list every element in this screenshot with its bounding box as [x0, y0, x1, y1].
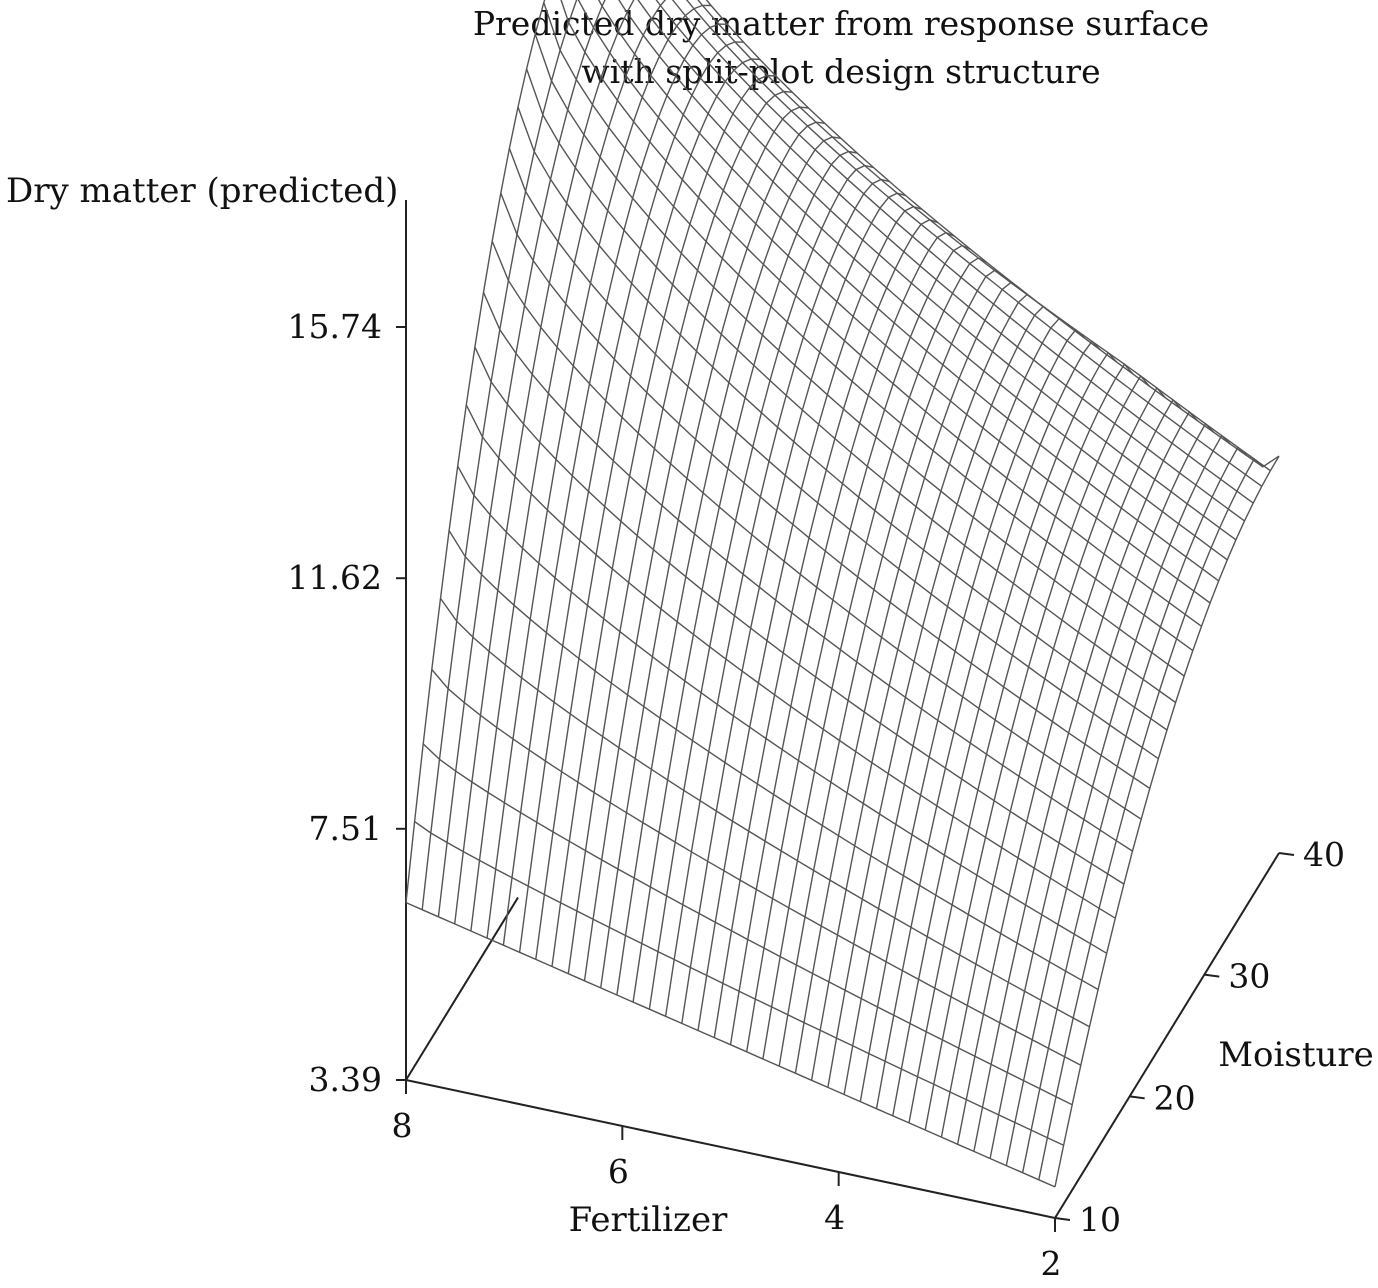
mesh-line-fertilizer-32: [924, 374, 1150, 1131]
x-tick-label: 4: [824, 1198, 845, 1237]
mesh-line-fertilizer-4: [470, 0, 667, 932]
mesh-line-fertilizer-39: [1038, 457, 1264, 1180]
mesh-line-fertilizer-0: [405, 0, 546, 903]
mesh-line-fertilizer-11: [583, 106, 809, 981]
mesh-line-moisture-6: [457, 465, 1108, 954]
mesh-line-moisture-10: [491, 240, 1142, 820]
mesh-line-moisture-13: [517, 106, 1168, 731]
mesh-line-fertilizer-37: [1005, 434, 1231, 1166]
mesh-line-fertilizer-18: [697, 205, 923, 1031]
mesh-line-fertilizer-40: [1054, 455, 1280, 1188]
mesh-line-fertilizer-1: [421, 0, 578, 910]
mesh-line-fertilizer-6: [502, 23, 728, 946]
mesh-line-fertilizer-10: [567, 90, 793, 974]
mesh-line-fertilizer-23: [778, 269, 1004, 1067]
z-tick-label: 11.62: [288, 558, 382, 597]
y-tick-label: 10: [1079, 1200, 1121, 1239]
mesh-line-fertilizer-5: [486, 4, 712, 939]
y-axis-title: Moisture: [1218, 1035, 1374, 1075]
mesh-line-fertilizer-29: [875, 340, 1102, 1109]
mesh-line-moisture-5: [448, 530, 1099, 991]
mesh-line-moisture-2: [422, 743, 1073, 1106]
mesh-line-fertilizer-9: [551, 74, 777, 967]
mesh-line-fertilizer-28: [859, 328, 1085, 1102]
x-tick-label: 6: [608, 1152, 629, 1191]
x-tick-label: 2: [1041, 1244, 1062, 1283]
surface-mesh: [405, 0, 1280, 1188]
mesh-line-fertilizer-13: [616, 136, 842, 996]
tick-layer: 15.74 11.62 7.51 3.39 8 6 4 2 40 30 20 10: [288, 307, 1345, 1283]
mesh-line-fertilizer-17: [681, 192, 906, 1024]
y-tick-label: 30: [1228, 957, 1270, 996]
mesh-line-fertilizer-20: [729, 231, 955, 1045]
y-tick-mark: [1278, 852, 1295, 856]
mesh-line-fertilizer-22: [762, 257, 988, 1060]
y-tick-label: 40: [1303, 835, 1345, 874]
mesh-line-fertilizer-12: [600, 121, 825, 988]
mesh-line-moisture-7: [465, 404, 1116, 919]
z-tick-label: 7.51: [309, 809, 382, 848]
floor-back-edge: [405, 896, 519, 1081]
mesh-line-moisture-11: [500, 192, 1151, 789]
mesh-line-fertilizer-34: [956, 398, 1183, 1145]
mesh-line-fertilizer-3: [454, 0, 635, 924]
y-tick-mark: [1129, 1095, 1145, 1100]
mesh-line-fertilizer-2: [437, 0, 606, 917]
y-tick-mark: [1054, 1217, 1071, 1221]
mesh-line-fertilizer-30: [892, 351, 1118, 1116]
mesh-line-fertilizer-15: [648, 164, 874, 1010]
z-tick-label: 15.74: [288, 307, 382, 346]
mesh-line-fertilizer-19: [713, 218, 939, 1038]
y-tick-label: 20: [1154, 1078, 1196, 1117]
axes-layer: [405, 200, 1280, 1219]
x-tick-label: 8: [392, 1106, 413, 1145]
mesh-line-fertilizer-26: [827, 305, 1053, 1088]
x-axis-title: Fertilizer: [569, 1200, 728, 1240]
mesh-line-fertilizer-24: [794, 281, 1020, 1074]
mesh-line-fertilizer-8: [535, 58, 760, 960]
mesh-line-fertilizer-31: [908, 363, 1134, 1124]
chart-title-line-2: with split-plot design structure: [581, 52, 1100, 91]
x-axis-line: [405, 1079, 1056, 1219]
mesh-line-fertilizer-38: [1021, 446, 1248, 1173]
mesh-line-fertilizer-35: [973, 410, 1199, 1152]
mesh-line-fertilizer-33: [940, 386, 1166, 1138]
mesh-line-moisture-3: [431, 669, 1082, 1066]
z-axis-title: Dry matter (predicted): [6, 171, 398, 211]
y-axis-line: [1054, 852, 1280, 1219]
mesh-line-fertilizer-7: [518, 41, 744, 953]
mesh-line-fertilizer-14: [632, 150, 858, 1003]
mesh-line-moisture-17: [560, 0, 1202, 627]
z-tick-label: 3.39: [309, 1060, 382, 1099]
mesh-line-fertilizer-36: [989, 422, 1215, 1159]
y-tick-mark: [1204, 973, 1220, 978]
mesh-line-fertilizer-16: [664, 178, 890, 1017]
mesh-line-moisture-8: [474, 346, 1125, 885]
mesh-line-fertilizer-25: [810, 293, 1037, 1081]
mesh-line-fertilizer-27: [843, 317, 1069, 1095]
mesh-line-fertilizer-21: [746, 244, 971, 1052]
